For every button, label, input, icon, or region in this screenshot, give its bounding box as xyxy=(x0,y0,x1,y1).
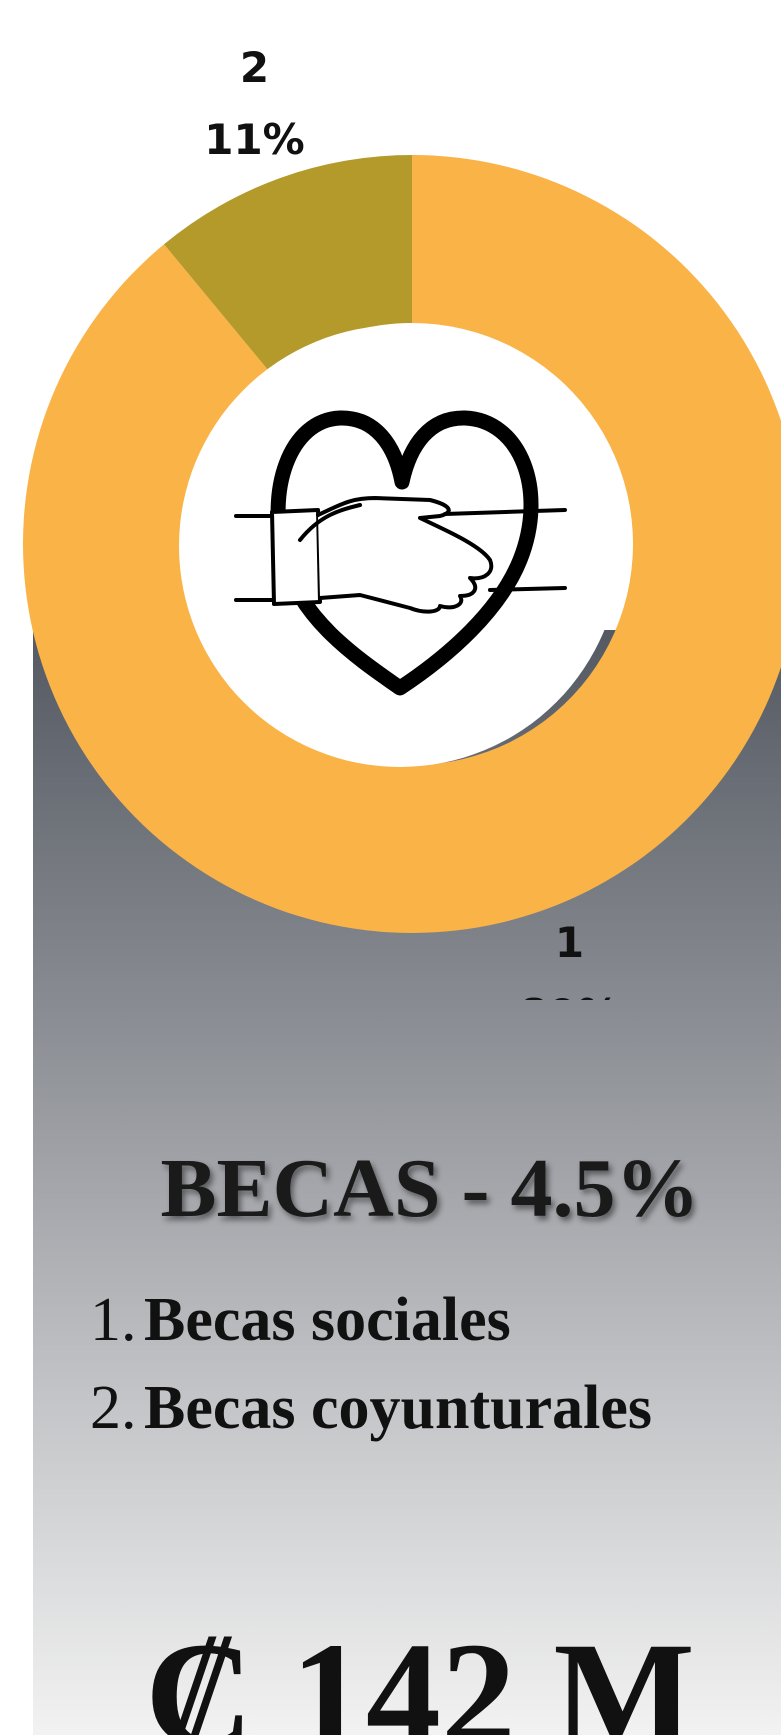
slice-value-label: 89% xyxy=(519,990,620,1000)
heart-handshake-icon xyxy=(234,410,567,696)
slice xyxy=(164,155,412,374)
item-label: Becas coyunturales xyxy=(144,1374,653,1442)
slice-name: 2 xyxy=(240,43,269,92)
donut-chart: 1 89% 2 11% xyxy=(23,43,781,1000)
item-label: Becas sociales xyxy=(144,1286,511,1354)
slice-name: 1 xyxy=(555,918,584,967)
item-number: 2. xyxy=(90,1374,137,1442)
heading: BECAS - 4.5% xyxy=(160,1142,700,1235)
item-list: 1. Becas sociales 2. Becas coyunturales xyxy=(90,1285,652,1461)
slice-value-label: 11% xyxy=(204,115,305,164)
list-item: 1. Becas sociales xyxy=(90,1285,652,1373)
amount: ₡ 142 M xyxy=(145,1612,695,1735)
list-item: 2. Becas coyunturales xyxy=(90,1373,652,1461)
item-number: 1. xyxy=(90,1286,137,1354)
slice xyxy=(23,155,781,933)
